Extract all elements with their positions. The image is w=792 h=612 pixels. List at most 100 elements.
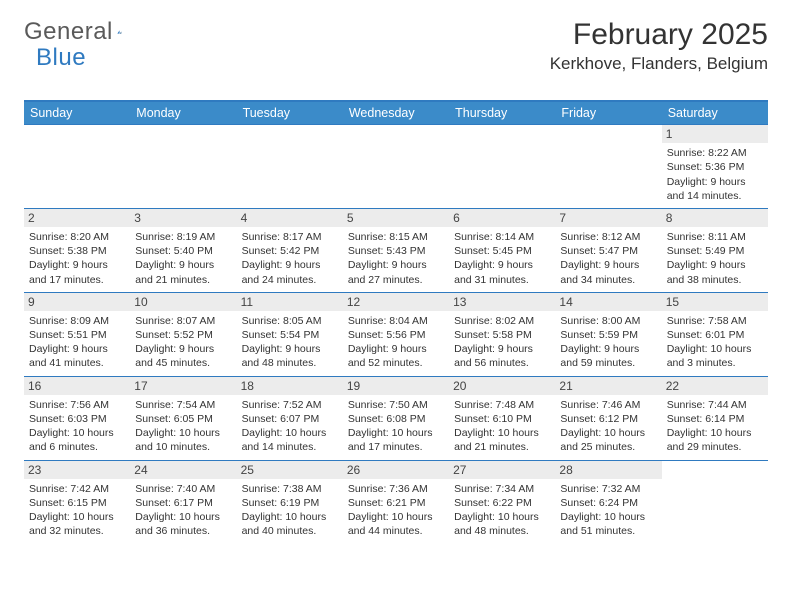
day-cell: 26Sunrise: 7:36 AMSunset: 6:21 PMDayligh… [343,461,449,544]
day-dl1: Daylight: 10 hours [348,426,444,440]
day-ss: Sunset: 5:56 PM [348,328,444,342]
day-dl2: and 48 minutes. [454,524,550,538]
day-sr: Sunrise: 8:04 AM [348,314,444,328]
day-cell [24,125,130,208]
day-dl2: and 21 minutes. [454,440,550,454]
day-cell: 10Sunrise: 8:07 AMSunset: 5:52 PMDayligh… [130,293,236,376]
day-ss: Sunset: 6:14 PM [667,412,763,426]
day-dl2: and 14 minutes. [667,189,763,203]
day-cell: 28Sunrise: 7:32 AMSunset: 6:24 PMDayligh… [555,461,661,544]
day-cell: 8Sunrise: 8:11 AMSunset: 5:49 PMDaylight… [662,209,768,292]
day-number: 3 [130,209,236,227]
day-dl1: Daylight: 9 hours [29,258,125,272]
day-sr: Sunrise: 7:46 AM [560,398,656,412]
day-dl2: and 51 minutes. [560,524,656,538]
day-dl1: Daylight: 10 hours [667,342,763,356]
page-header: General February 2025 Kerkhove, Flanders… [24,18,768,74]
day-sr: Sunrise: 8:00 AM [560,314,656,328]
day-number: 16 [24,377,130,395]
title-block: February 2025 Kerkhove, Flanders, Belgiu… [550,18,768,74]
day-sr: Sunrise: 8:14 AM [454,230,550,244]
day-ss: Sunset: 5:51 PM [29,328,125,342]
location-text: Kerkhove, Flanders, Belgium [550,54,768,74]
day-number: 20 [449,377,555,395]
day-sr: Sunrise: 8:02 AM [454,314,550,328]
week-row: 1 Sunrise: 8:22 AMSunset: 5:36 PMDaylight… [24,124,768,208]
day-dl1: Daylight: 10 hours [454,510,550,524]
day-dl2: and 3 minutes. [667,356,763,370]
weekday-wednesday: Wednesday [343,102,449,124]
day-dl1: Daylight: 9 hours [348,258,444,272]
day-cell: 4Sunrise: 8:17 AMSunset: 5:42 PMDaylight… [237,209,343,292]
day-ss: Sunset: 5:36 PM [667,160,763,174]
day-dl1: Daylight: 10 hours [135,426,231,440]
weekday-header-row: Sunday Monday Tuesday Wednesday Thursday… [24,102,768,124]
day-number: 4 [237,209,343,227]
day-sr: Sunrise: 8:19 AM [135,230,231,244]
day-sr: Sunrise: 8:09 AM [29,314,125,328]
day-number: 1 [662,125,768,143]
day-number: 18 [237,377,343,395]
day-sr: Sunrise: 8:15 AM [348,230,444,244]
day-dl2: and 14 minutes. [242,440,338,454]
day-sr: Sunrise: 7:38 AM [242,482,338,496]
day-cell: 5Sunrise: 8:15 AMSunset: 5:43 PMDaylight… [343,209,449,292]
day-dl2: and 44 minutes. [348,524,444,538]
day-cell: 14Sunrise: 8:00 AMSunset: 5:59 PMDayligh… [555,293,661,376]
day-cell: 13Sunrise: 8:02 AMSunset: 5:58 PMDayligh… [449,293,555,376]
day-sr: Sunrise: 7:54 AM [135,398,231,412]
day-dl1: Daylight: 10 hours [29,510,125,524]
day-sr: Sunrise: 7:52 AM [242,398,338,412]
day-ss: Sunset: 5:45 PM [454,244,550,258]
day-cell: 27Sunrise: 7:34 AMSunset: 6:22 PMDayligh… [449,461,555,544]
weeks-container: 1Sunrise: 8:22 AMSunset: 5:36 PMDaylight… [24,124,768,543]
day-sr: Sunrise: 8:22 AM [667,146,763,160]
day-number: 14 [555,293,661,311]
day-dl1: Daylight: 10 hours [560,510,656,524]
day-dl1: Daylight: 9 hours [454,258,550,272]
day-cell [237,125,343,208]
day-number: 10 [130,293,236,311]
day-dl2: and 10 minutes. [135,440,231,454]
day-cell: 18Sunrise: 7:52 AMSunset: 6:07 PMDayligh… [237,377,343,460]
day-ss: Sunset: 6:08 PM [348,412,444,426]
day-ss: Sunset: 5:38 PM [29,244,125,258]
day-sr: Sunrise: 7:48 AM [454,398,550,412]
day-ss: Sunset: 6:03 PM [29,412,125,426]
day-cell: 17Sunrise: 7:54 AMSunset: 6:05 PMDayligh… [130,377,236,460]
day-dl2: and 45 minutes. [135,356,231,370]
day-dl1: Daylight: 10 hours [29,426,125,440]
day-ss: Sunset: 6:19 PM [242,496,338,510]
day-number: 28 [555,461,661,479]
day-dl1: Daylight: 9 hours [667,258,763,272]
day-number: 17 [130,377,236,395]
day-cell: 6Sunrise: 8:14 AMSunset: 5:45 PMDaylight… [449,209,555,292]
weekday-tuesday: Tuesday [237,102,343,124]
day-cell [662,461,768,544]
day-number: 12 [343,293,449,311]
weekday-saturday: Saturday [662,102,768,124]
weekday-monday: Monday [130,102,236,124]
day-cell: 24Sunrise: 7:40 AMSunset: 6:17 PMDayligh… [130,461,236,544]
day-dl2: and 24 minutes. [242,273,338,287]
day-dl2: and 25 minutes. [560,440,656,454]
day-cell: 19Sunrise: 7:50 AMSunset: 6:08 PMDayligh… [343,377,449,460]
day-dl1: Daylight: 9 hours [667,175,763,189]
day-number: 9 [24,293,130,311]
day-dl2: and 6 minutes. [29,440,125,454]
logo-text-blue: Blue [36,44,86,72]
day-number: 7 [555,209,661,227]
week-row: 9 Sunrise: 8:09 AMSunset: 5:51 PM Daylight… [24,292,768,376]
day-dl1: Daylight: 10 hours [560,426,656,440]
month-title: February 2025 [550,18,768,52]
day-cell [555,125,661,208]
day-dl1: Daylight: 9 hours [135,258,231,272]
day-number: 8 [662,209,768,227]
day-number: 2 [24,209,130,227]
logo-sail-icon [117,21,122,43]
day-ss: Sunset: 5:49 PM [667,244,763,258]
day-sr: Sunrise: 7:40 AM [135,482,231,496]
day-cell [130,125,236,208]
day-dl2: and 17 minutes. [348,440,444,454]
day-ss: Sunset: 6:22 PM [454,496,550,510]
